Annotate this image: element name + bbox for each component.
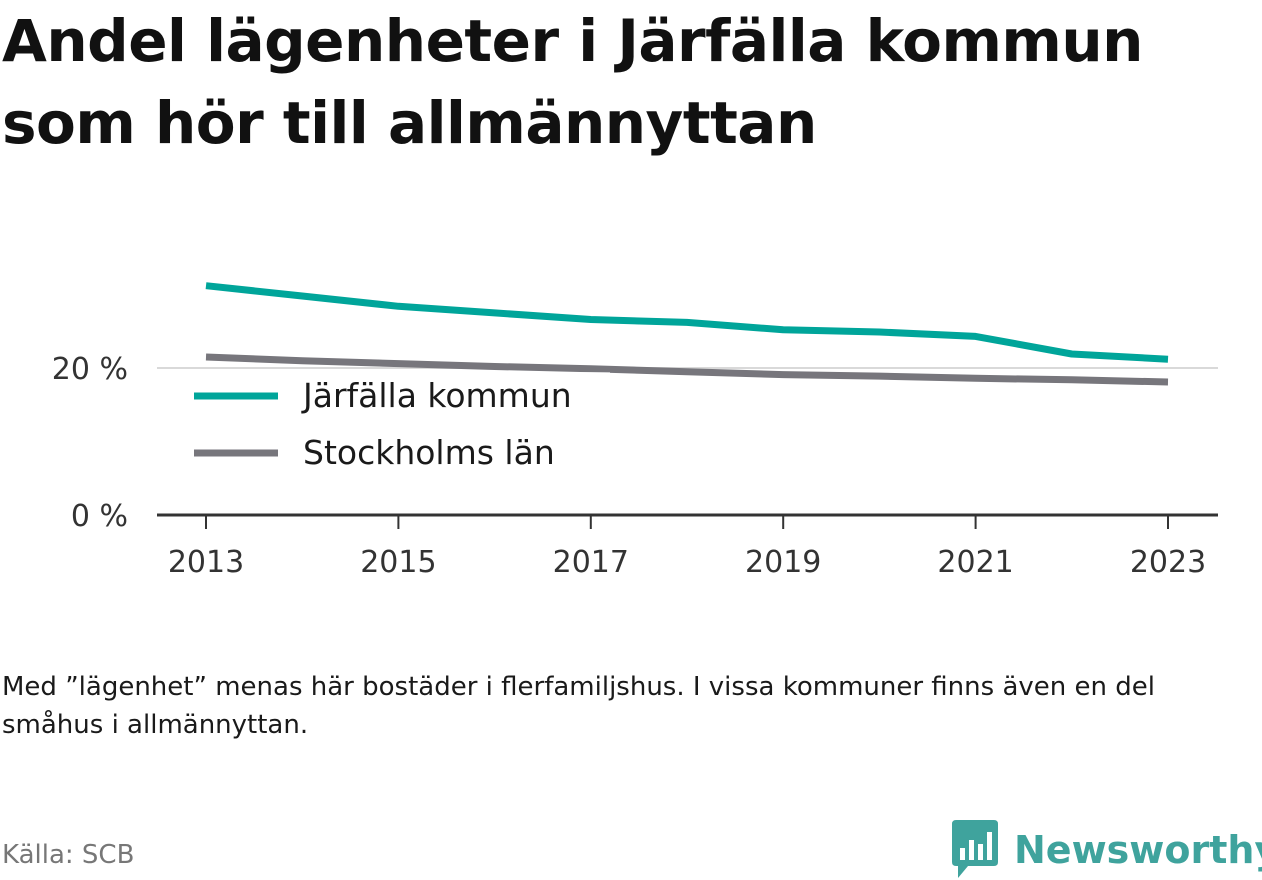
- y-tick-label-20: 20 %: [52, 352, 128, 387]
- x-tick-label-2013: 2013: [168, 545, 244, 580]
- chart-note: Med ”lägenhet” menas här bostäder i fler…: [2, 668, 1232, 744]
- brand-name: Newsworthy: [1014, 828, 1262, 872]
- newsworthy-logo-icon: [950, 820, 1000, 880]
- source-label: Källa: SCB: [2, 840, 134, 870]
- legend-label-0: Järfälla kommun: [301, 376, 572, 415]
- legend-label-1: Stockholms län: [303, 433, 555, 472]
- x-tick-label-2017: 2017: [553, 545, 629, 580]
- line-chart: 0 % 20 % 2013 2015 2017 2019 2021 2023 Järfäll…: [0, 230, 1262, 610]
- x-tick-label-2023: 2023: [1130, 545, 1206, 580]
- y-tick-label-0: 0 %: [71, 499, 128, 534]
- x-tick-label-2015: 2015: [360, 545, 436, 580]
- newsworthy-brand: Newsworthy: [950, 820, 1262, 880]
- chart-title: Andel lägenheter i Järfälla kommun som h…: [2, 0, 1252, 164]
- x-tick-label-2021: 2021: [937, 545, 1013, 580]
- x-tick-label-2019: 2019: [745, 545, 821, 580]
